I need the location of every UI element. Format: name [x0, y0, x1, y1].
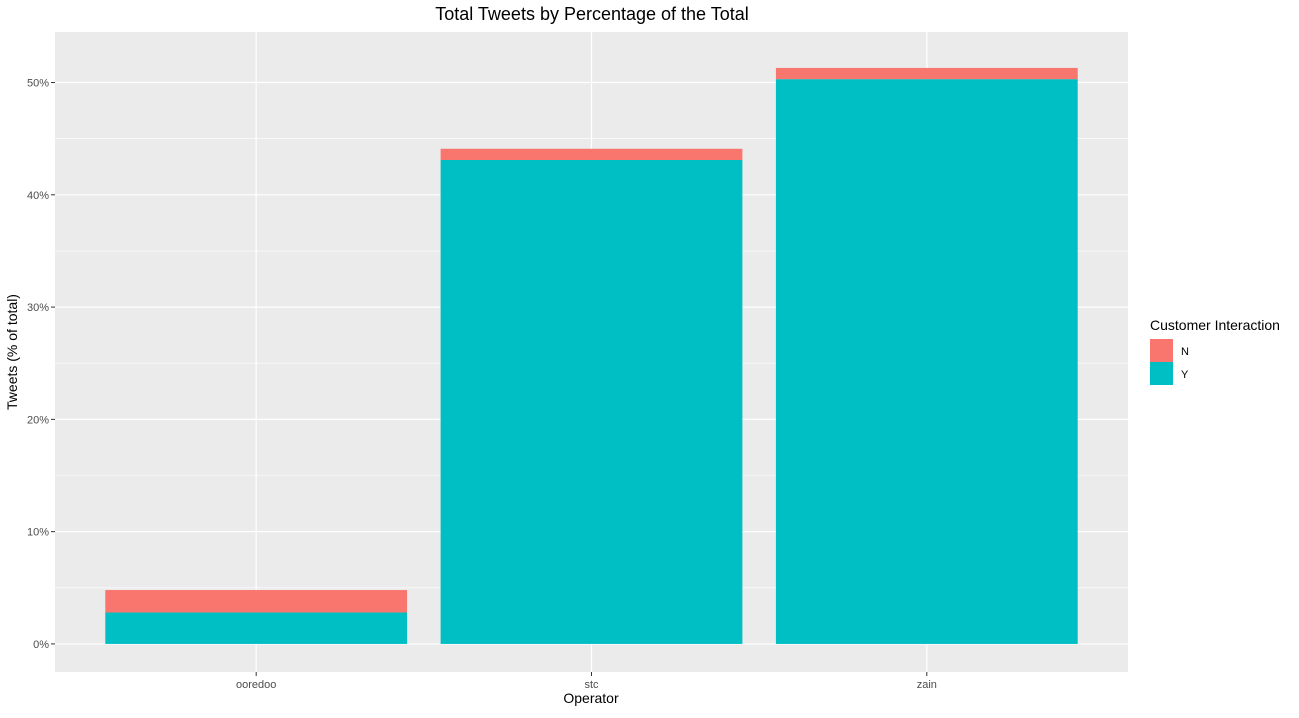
- y-axis: 0% 10% 20% 30% 40% 50%: [27, 78, 55, 651]
- x-tick-label: zain: [917, 679, 937, 691]
- y-tick-label: 20%: [27, 414, 49, 426]
- y-tick-label: 40%: [27, 190, 49, 202]
- bar-zain-Y: [775, 79, 1078, 644]
- x-axis: ooredoo stc zain: [236, 672, 937, 691]
- legend: Customer Interaction NY: [1150, 317, 1280, 385]
- legend-swatch-N: [1150, 339, 1173, 362]
- chart-title: Total Tweets by Percentage of the Total: [435, 4, 749, 24]
- y-tick-label: 50%: [27, 78, 49, 90]
- x-tick-label: stc: [584, 679, 599, 691]
- x-axis-title: Operator: [563, 690, 619, 706]
- bar-stc-N: [440, 148, 743, 160]
- bar-zain-N: [775, 67, 1078, 80]
- y-axis-title: Tweets (% of total): [4, 294, 20, 410]
- bars: [105, 67, 1078, 644]
- legend-label-Y: Y: [1181, 369, 1189, 381]
- y-tick-label: 10%: [27, 527, 49, 539]
- bar-ooredoo-Y: [105, 612, 408, 644]
- bar-stc-Y: [440, 160, 743, 644]
- y-tick-label: 30%: [27, 302, 49, 314]
- legend-entries: NY: [1150, 339, 1189, 385]
- y-tick-label: 0%: [33, 639, 49, 651]
- x-tick-label: ooredoo: [236, 679, 276, 691]
- legend-title: Customer Interaction: [1150, 317, 1280, 333]
- bar-ooredoo-N: [105, 590, 408, 613]
- legend-swatch-Y: [1150, 362, 1173, 385]
- legend-label-N: N: [1181, 346, 1189, 358]
